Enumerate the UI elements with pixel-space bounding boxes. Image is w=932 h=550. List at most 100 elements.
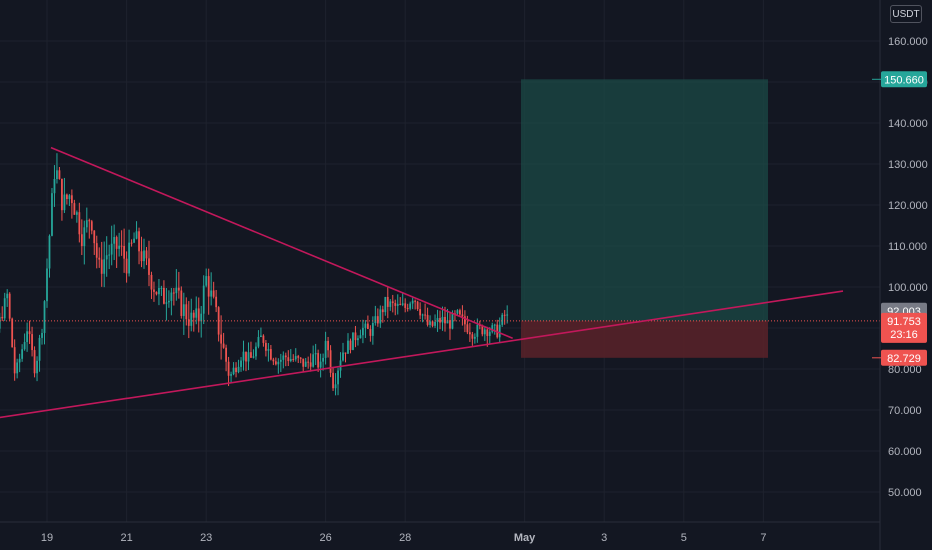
candle-body (337, 370, 339, 385)
current-price-badge-label: 91.753 (887, 316, 921, 328)
candle-body (68, 195, 71, 199)
candle-body (461, 314, 464, 317)
candle-body (88, 220, 91, 222)
candle-body (120, 245, 123, 247)
candle-body (312, 354, 315, 367)
currency-label[interactable]: USDT (890, 5, 922, 23)
candle-body (277, 361, 280, 365)
time-tick-label: 5 (681, 532, 687, 544)
candle-body (123, 245, 126, 259)
candle-body (419, 309, 422, 316)
candle-body (456, 310, 459, 314)
candle-body (80, 234, 83, 247)
candle-body (401, 303, 404, 305)
price-tick-label: 80.000 (888, 364, 922, 376)
candle-body (362, 327, 364, 336)
candle-body (220, 334, 223, 344)
candle-body (459, 310, 461, 315)
candle-body (329, 350, 332, 373)
candle-body (449, 320, 451, 329)
candle-body (108, 254, 111, 256)
time-tick-label: 23 (200, 532, 212, 544)
price-tick-label: 140.000 (888, 118, 928, 130)
candle-body (287, 357, 290, 362)
price-tick-label: 60.000 (888, 446, 922, 458)
candle-body (493, 324, 496, 326)
candle-body (260, 335, 262, 337)
candle-body (133, 238, 135, 243)
time-tick-label: 26 (319, 532, 331, 544)
candle-body (269, 349, 272, 360)
candle-body (240, 360, 242, 367)
candle-body (105, 255, 108, 260)
position-zones[interactable] (521, 79, 768, 358)
candle-body (265, 342, 267, 351)
time-axis[interactable]: 19 21 23 26 28 May 3 5 7 (41, 532, 767, 544)
candle-body (31, 334, 33, 351)
candle-body (135, 231, 138, 239)
candle-body (182, 304, 185, 316)
candle-body (404, 303, 407, 308)
trendlines[interactable] (0, 146, 844, 423)
candle-body (130, 242, 133, 244)
candle-body (78, 212, 81, 235)
trendline-ascending[interactable] (0, 290, 844, 422)
candle-body (379, 309, 382, 324)
profit-zone[interactable] (521, 79, 768, 321)
candle-body (38, 337, 41, 361)
candle-body (491, 325, 494, 332)
candle-body (359, 335, 362, 339)
candle-body (314, 353, 317, 355)
candle-body (292, 358, 295, 360)
candle-body (371, 323, 374, 336)
candle-body (118, 245, 121, 249)
candle-body (177, 287, 180, 291)
candle-body (33, 350, 36, 374)
candle-body (446, 320, 449, 324)
candle-body (210, 290, 213, 297)
loss-zone[interactable] (521, 320, 768, 358)
candle-body (411, 300, 414, 304)
candle-body (347, 340, 349, 354)
candles (0, 153, 880, 396)
candle-body (424, 314, 426, 316)
candle-body (237, 366, 240, 373)
candle-body (1, 316, 4, 319)
candle-body (63, 194, 66, 211)
candle-body (354, 332, 357, 341)
candle-body (439, 318, 441, 323)
candle-body (506, 314, 509, 316)
candle-body (444, 316, 446, 324)
candle-body (160, 287, 163, 289)
candle-body (327, 340, 329, 351)
trendline-descending[interactable] (50, 146, 513, 339)
candle-body (317, 353, 320, 368)
candle-body (113, 237, 116, 244)
candle-body (262, 335, 265, 343)
time-tick-label: 19 (41, 532, 53, 544)
candle-body (227, 361, 230, 376)
candle-body (93, 230, 96, 244)
candle-body (426, 314, 429, 325)
candle-body (51, 193, 53, 236)
candle-body (235, 367, 237, 373)
candle-body (70, 195, 73, 204)
candle-body (255, 346, 257, 357)
stop-price-badge-label: 82.729 (887, 353, 921, 365)
candle-body (376, 316, 379, 324)
candle-body (304, 361, 307, 367)
candle-body (16, 362, 19, 374)
candle-body (431, 321, 434, 326)
time-tick-label: May (514, 532, 536, 544)
candle-body (252, 356, 255, 358)
candle-body (170, 292, 173, 301)
candle-body (389, 301, 392, 307)
candle-body (207, 276, 210, 297)
candle-body (3, 298, 6, 319)
candle-body (232, 367, 235, 375)
candle-body (125, 258, 128, 274)
candle-body (98, 257, 101, 260)
candle-body (26, 331, 28, 343)
